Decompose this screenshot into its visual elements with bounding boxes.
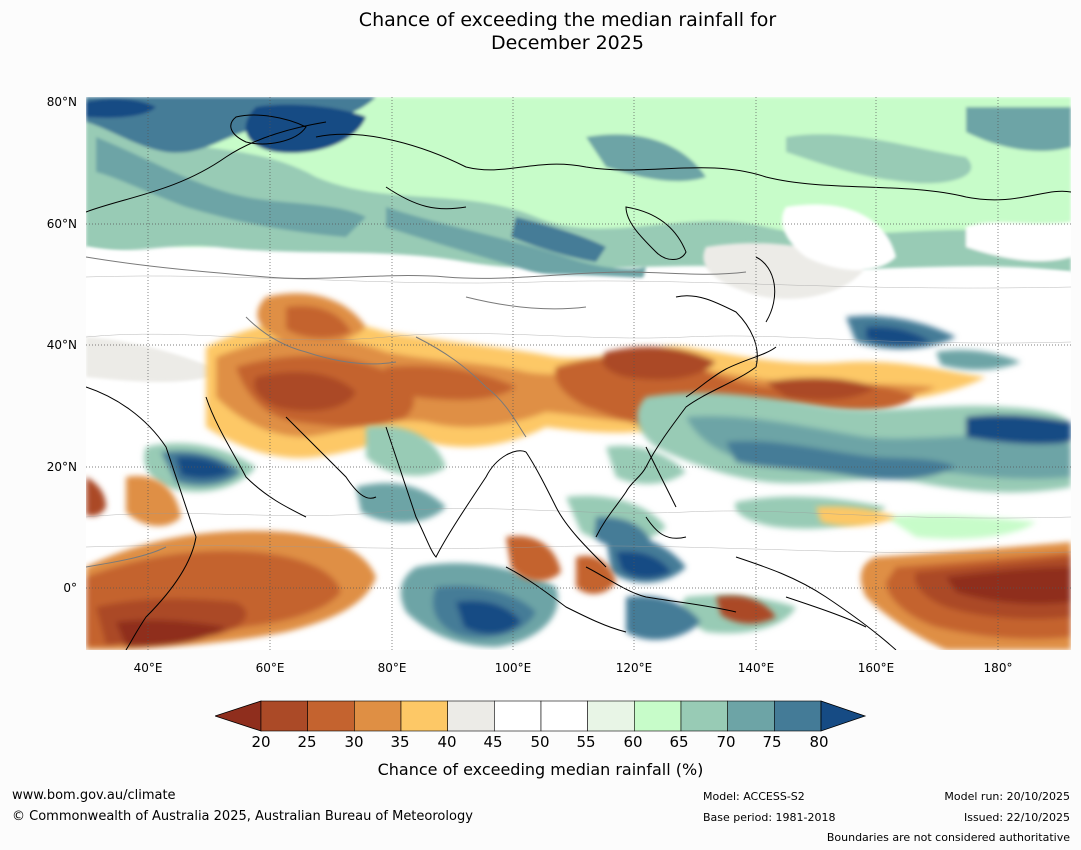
base-period: Base period: 1981-2018 <box>703 811 836 824</box>
colorbar-segment <box>260 700 308 732</box>
lon-label-60e: 60°E <box>255 661 285 675</box>
colorbar-segment <box>494 700 542 732</box>
map-canvas <box>86 97 1071 650</box>
lat-label-equator: 0° <box>63 581 77 595</box>
wet-anomaly-north <box>86 97 1071 289</box>
wet-anomaly-tropics <box>144 315 1071 647</box>
model-name: Model: ACCESS-S2 <box>703 790 805 803</box>
colorbar-segment <box>680 700 728 732</box>
lat-label-80n: 80°N <box>46 95 77 109</box>
graticule <box>86 97 1071 650</box>
lon-label-140e: 140°E <box>737 661 775 675</box>
colorbar-tick: 50 <box>530 733 550 751</box>
country-boundaries <box>86 256 747 568</box>
colorbar-tick: 55 <box>576 733 596 751</box>
colorbar-segment <box>307 700 355 732</box>
lon-label-100e: 100°E <box>494 661 532 675</box>
issued-date: Issued: 22/10/2025 <box>963 811 1070 824</box>
colorbar-tick: 20 <box>251 733 271 751</box>
colorbar-segment <box>400 700 448 732</box>
colorbar <box>215 700 867 732</box>
lon-label-40e: 40°E <box>133 661 163 675</box>
colorbar-tick: 70 <box>716 733 736 751</box>
colorbar-tick: 35 <box>390 733 410 751</box>
colorbar-tick: 80 <box>809 733 829 751</box>
colorbar-segment <box>354 700 402 732</box>
lat-label-60n: 60°N <box>46 217 77 231</box>
map-title-line2: December 2025 <box>491 32 644 54</box>
colorbar-tick: 25 <box>297 733 317 751</box>
colorbar-arrow-low <box>215 700 262 732</box>
colorbar-segment <box>447 700 495 732</box>
colorbar-segment <box>540 700 588 732</box>
boundary-disclaimer: Boundaries are not considered authoritat… <box>826 831 1070 844</box>
coastlines <box>86 114 1071 650</box>
lon-label-80e: 80°E <box>377 661 407 675</box>
lon-label-160e: 160°E <box>857 661 895 675</box>
model-run-date: Model run: 20/10/2025 <box>944 790 1070 803</box>
colorbar-segment <box>727 700 775 732</box>
copyright-text: © Commonwealth of Australia 2025, Austra… <box>12 809 473 824</box>
colorbar-tick: 45 <box>483 733 503 751</box>
colorbar-tick: 40 <box>437 733 457 751</box>
colorbar-tick: 75 <box>762 733 782 751</box>
lat-label-40n: 40°N <box>46 338 77 352</box>
lon-label-180: 180° <box>983 661 1013 675</box>
colorbar-segment <box>774 700 822 732</box>
lon-label-120e: 120°E <box>615 661 653 675</box>
colorbar-segment <box>587 700 635 732</box>
colorbar-tick: 30 <box>344 733 364 751</box>
colorbar-title: Chance of exceeding median rainfall (%) <box>377 760 704 779</box>
rainfall-map[interactable] <box>86 97 1071 650</box>
map-title-line1: Chance of exceeding the median rainfall … <box>358 9 777 31</box>
colorbar-arrow-high <box>820 700 867 732</box>
colorbar-segment <box>634 700 682 732</box>
bom-url-link[interactable]: www.bom.gov.au/climate <box>12 788 176 803</box>
map-title: Chance of exceeding the median rainfall … <box>0 9 1081 55</box>
colorbar-tick: 65 <box>669 733 689 751</box>
colorbar-tick: 60 <box>623 733 643 751</box>
contour-lines <box>86 275 1071 554</box>
lat-label-20n: 20°N <box>46 460 77 474</box>
